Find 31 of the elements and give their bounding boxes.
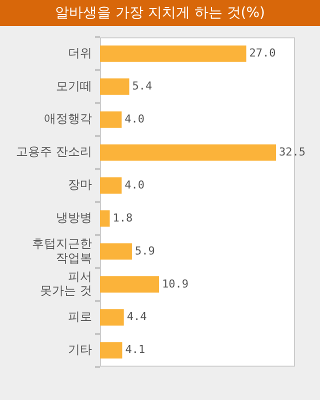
bar <box>100 78 130 95</box>
y-tick-label: 후텁지근한 작업복 <box>32 236 92 265</box>
y-tick-label: 고용주 잔소리 <box>16 144 92 159</box>
data-label: 5.4 <box>132 80 152 92</box>
chart-title: 알바생을 가장 지치게 하는 것(%) <box>0 0 320 26</box>
y-tick-label: 애정행각 <box>44 112 92 126</box>
bar <box>100 276 160 293</box>
data-label: 32.5 <box>279 145 306 158</box>
data-label: 1.8 <box>112 211 133 224</box>
y-tick-label: 기타 <box>68 342 92 356</box>
bar <box>100 309 124 326</box>
bar <box>100 210 110 227</box>
data-label: 27.0 <box>249 46 276 60</box>
y-tick-label: 피서 못가는 것 <box>40 269 92 298</box>
y-tick-label: 냉방병 <box>56 210 92 225</box>
y-tick-label: 더위 <box>68 46 92 60</box>
y-tick-label: 장마 <box>68 178 92 192</box>
data-label: 5.9 <box>134 244 155 258</box>
bar <box>100 111 122 128</box>
data-label: 4.1 <box>125 343 146 356</box>
bar <box>100 243 132 260</box>
y-tick-label: 모기떼 <box>56 78 92 93</box>
bar <box>100 177 122 194</box>
bar <box>100 45 246 62</box>
data-label: 4.0 <box>124 178 145 192</box>
data-label: 10.9 <box>162 277 189 290</box>
bar <box>100 342 122 359</box>
data-label: 4.0 <box>124 112 145 126</box>
data-label: 4.4 <box>126 310 148 324</box>
bar <box>100 144 276 161</box>
y-tick-label: 피로 <box>68 309 92 324</box>
